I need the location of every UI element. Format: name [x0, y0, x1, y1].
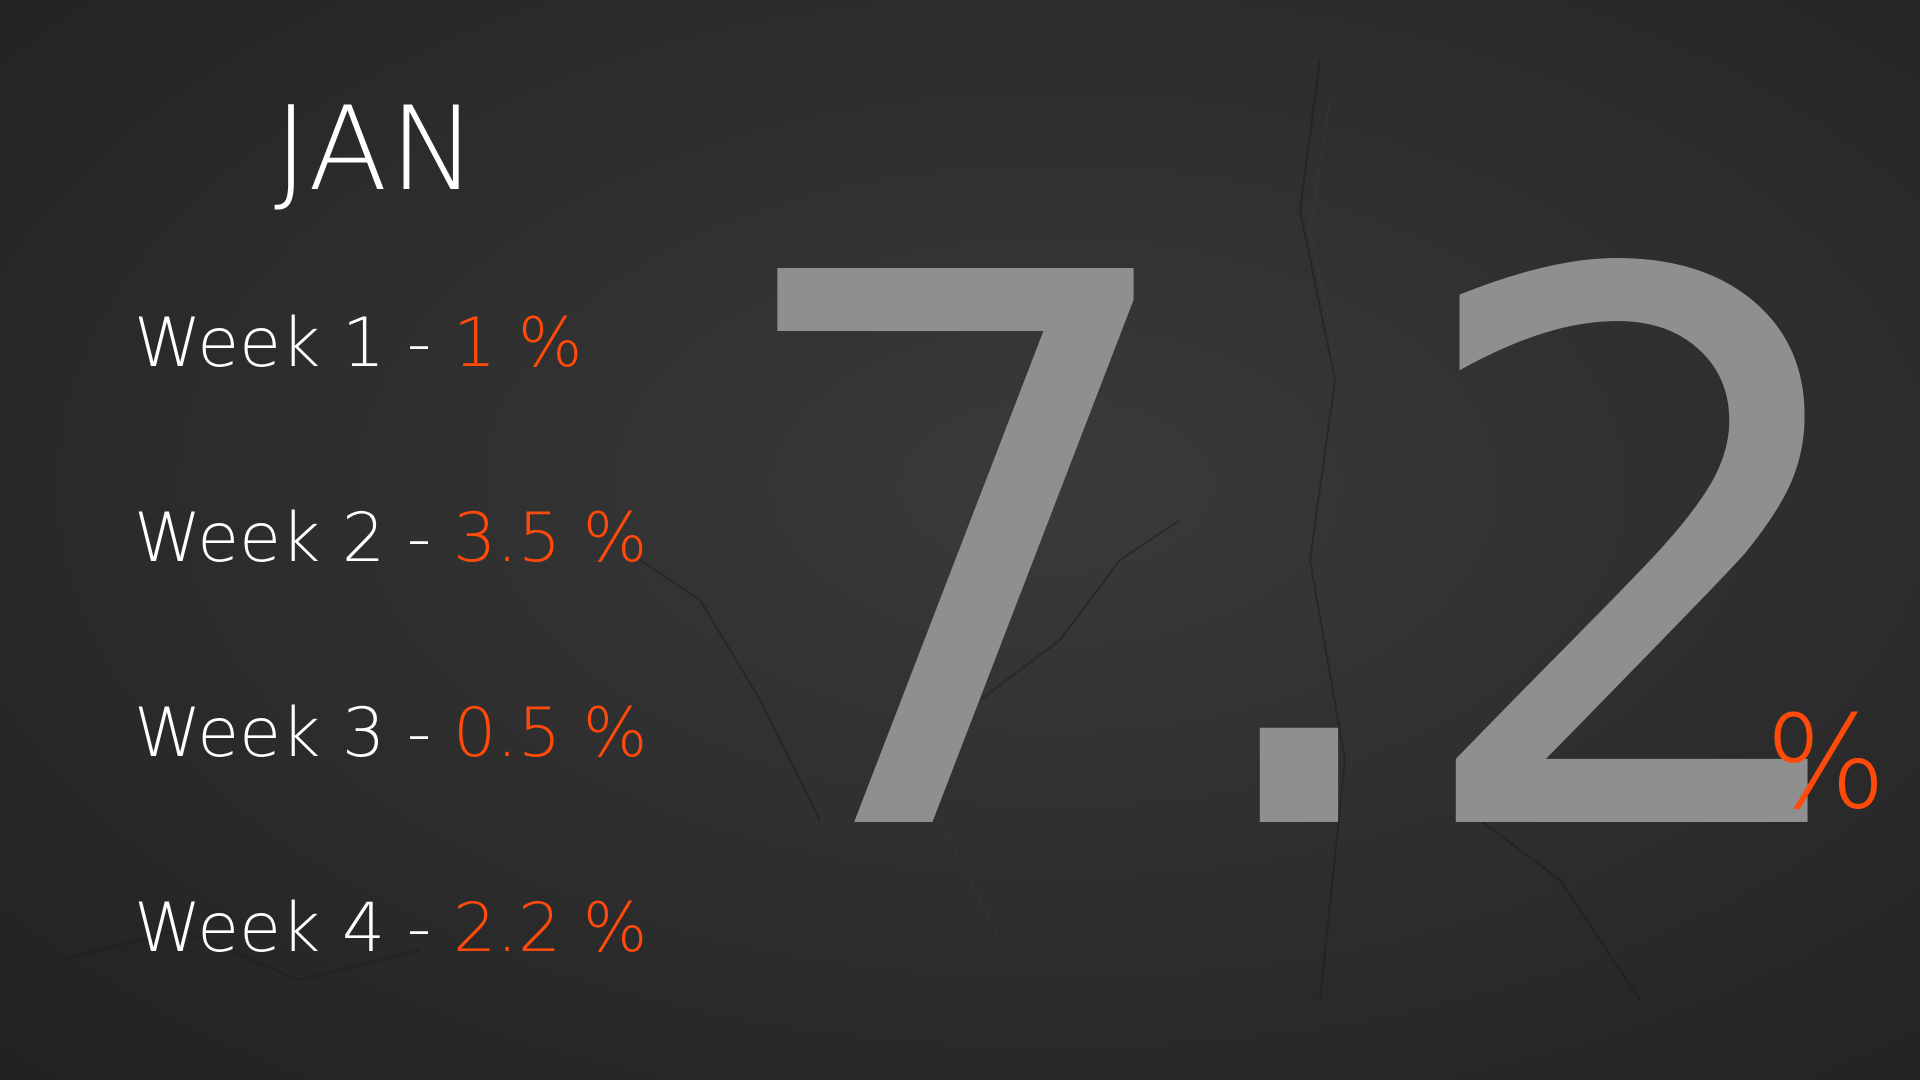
- week-row: Week 3 - 0.5 %: [134, 700, 647, 768]
- week-label: Week 2 -: [134, 499, 453, 578]
- week-value: 1 %: [452, 304, 583, 383]
- week-row: Week 4 - 2.2 %: [134, 895, 647, 963]
- week-value: 2.2 %: [452, 889, 648, 968]
- total-percent-sign: %: [1765, 689, 1887, 838]
- week-row: Week 1 - 1 %: [134, 310, 582, 378]
- week-label: Week 1 -: [134, 304, 453, 383]
- week-label: Week 4 -: [134, 889, 453, 968]
- week-row: Week 2 - 3.5 %: [134, 505, 647, 573]
- week-value: 3.5 %: [452, 499, 648, 578]
- week-value: 0.5 %: [452, 694, 648, 773]
- total-percentage: 7.2: [715, 118, 1884, 1002]
- month-title: JAN: [274, 82, 479, 217]
- week-label: Week 3 -: [134, 694, 453, 773]
